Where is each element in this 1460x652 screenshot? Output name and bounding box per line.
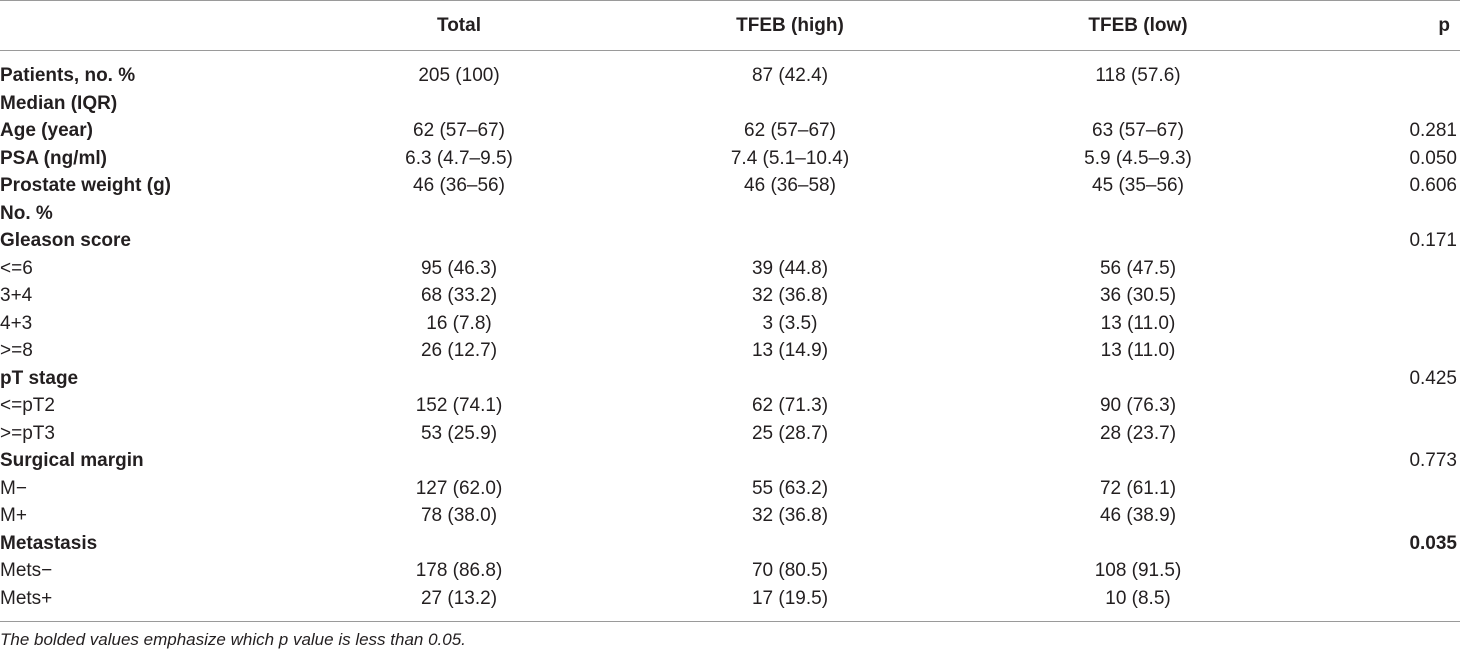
row-label: Prostate weight (g) <box>0 175 172 196</box>
table-row: 3+4 68 (33.2) 32 (36.8) 36 (30.5) <box>0 282 1460 310</box>
row-label: Gleason score <box>0 230 131 251</box>
cell-tfeb-low: 46 (38.9) <box>1099 505 1177 526</box>
row-label: Mets− <box>0 560 53 581</box>
cell-tfeb-high: 62 (57–67) <box>744 120 836 141</box>
cell-tfeb-high: 39 (44.8) <box>751 257 829 279</box>
row-label: Metastasis <box>0 532 98 554</box>
cell-tfeb-high: 32 (36.8) <box>751 285 829 306</box>
header-tfeb-low: TFEB (low) <box>1088 15 1188 36</box>
cell-tfeb-low: 108 (91.5) <box>1094 560 1182 581</box>
cell-tfeb-low: 118 (57.6) <box>1095 65 1181 86</box>
cell-tfeb-high: 25 (28.7) <box>751 422 829 444</box>
table-row: Surgical margin 0.773 <box>0 447 1460 475</box>
table-body: Patients, no. % 205 (100) 87 (42.4) 118 (57… <box>0 62 1460 612</box>
cell-tfeb-low: 63 (57–67) <box>1092 120 1184 141</box>
row-label: 4+3 <box>0 312 33 334</box>
row-label: Surgical margin <box>0 450 144 471</box>
cell-tfeb-high: 87 (42.4) <box>751 65 829 86</box>
table-row: M− 127 (62.0) 55 (63.2) 72 (61.1) <box>0 475 1460 503</box>
row-label: <=pT2 <box>0 395 55 416</box>
cell-tfeb-low: 56 (47.5) <box>1099 257 1177 279</box>
cell-tfeb-high: 46 (36–58) <box>744 175 836 196</box>
cell-tfeb-high: 70 (80.5) <box>751 560 829 581</box>
cell-p-value: 0.050 <box>1409 147 1457 169</box>
table-row: Metastasis 0.035 <box>0 530 1460 558</box>
header-p: p <box>1438 15 1450 36</box>
table-footnote: The bolded values emphasize which p valu… <box>0 630 466 649</box>
cell-tfeb-high: 13 (14.9) <box>751 340 829 361</box>
cell-p-value: 0.606 <box>1409 175 1457 196</box>
cell-tfeb-low: 13 (11.0) <box>1100 312 1176 334</box>
cell-total: 78 (38.0) <box>420 505 498 526</box>
cell-tfeb-high: 62 (71.3) <box>751 395 829 416</box>
cell-tfeb-low: 90 (76.3) <box>1099 395 1177 416</box>
cell-p-value: 0.281 <box>1409 120 1457 141</box>
cell-tfeb-high: 55 (63.2) <box>751 477 829 499</box>
cell-tfeb-high: 3 (3.5) <box>762 312 818 334</box>
table-row: Patients, no. % 205 (100) 87 (42.4) 118 (57… <box>0 62 1460 90</box>
cell-total: 6.3 (4.7–9.5) <box>405 147 513 169</box>
table-row: <=6 95 (46.3) 39 (44.8) 56 (47.5) <box>0 255 1460 283</box>
cell-total: 68 (33.2) <box>420 285 498 306</box>
cell-total: 62 (57–67) <box>413 120 505 141</box>
row-label: PSA (ng/ml) <box>0 147 107 169</box>
cell-total: 26 (12.7) <box>420 340 498 361</box>
cell-tfeb-low: 72 (61.1) <box>1099 477 1177 499</box>
cell-p-value: 0.773 <box>1409 450 1457 471</box>
table-row: M+ 78 (38.0) 32 (36.8) 46 (38.9) <box>0 502 1460 530</box>
cell-total: 46 (36–56) <box>413 175 505 196</box>
row-label: Median (IQR) <box>0 92 118 114</box>
header-total: Total <box>437 15 481 36</box>
cell-total: 178 (86.8) <box>415 560 503 581</box>
cell-total: 53 (25.9) <box>420 422 498 444</box>
table-header-rule <box>0 50 1460 51</box>
row-label: M− <box>0 477 27 499</box>
cell-p-value: 0.171 <box>1409 230 1457 251</box>
table-row: <=pT2 152 (74.1) 62 (71.3) 90 (76.3) <box>0 392 1460 420</box>
cell-total: 127 (62.0) <box>415 477 503 499</box>
cell-total: 16 (7.8) <box>426 312 492 334</box>
row-label: M+ <box>0 505 27 526</box>
table-row: PSA (ng/ml) 6.3 (4.7–9.5) 7.4 (5.1–10.4) 5.… <box>0 145 1460 173</box>
header-tfeb-high: TFEB (high) <box>736 15 844 36</box>
table-row: Median (IQR) <box>0 90 1460 118</box>
cell-tfeb-high: 7.4 (5.1–10.4) <box>730 147 850 169</box>
row-label: >=pT3 <box>0 422 55 444</box>
table-header-row: Total TFEB (high) TFEB (low) p <box>0 0 1460 50</box>
table-row: 4+3 16 (7.8) 3 (3.5) 13 (11.0) <box>0 310 1460 338</box>
row-label: Age (year) <box>0 120 93 141</box>
cell-total: 205 (100) <box>418 65 500 86</box>
cell-total: 27 (13.2) <box>420 587 498 609</box>
cell-p-value: 0.035 <box>1409 532 1457 554</box>
cell-tfeb-high: 17 (19.5) <box>751 587 829 609</box>
table-row: Mets+ 27 (13.2) 17 (19.5) 10 (8.5) <box>0 585 1460 613</box>
row-label: No. % <box>0 202 53 224</box>
row-label: <=6 <box>0 257 33 279</box>
row-label: Mets+ <box>0 587 53 609</box>
cell-tfeb-high: 32 (36.8) <box>751 505 829 526</box>
table-row: Mets− 178 (86.8) 70 (80.5) 108 (91.5) <box>0 557 1460 585</box>
table-bottom-rule <box>0 621 1460 622</box>
cell-tfeb-low: 36 (30.5) <box>1099 285 1177 306</box>
row-label: 3+4 <box>0 285 33 306</box>
row-label: Patients, no. % <box>0 65 136 86</box>
cell-p-value: 0.425 <box>1409 367 1457 389</box>
cell-tfeb-low: 45 (35–56) <box>1092 175 1184 196</box>
cell-tfeb-low: 28 (23.7) <box>1099 422 1177 444</box>
row-label: >=8 <box>0 340 33 361</box>
table-row: Gleason score 0.171 <box>0 227 1460 255</box>
table-row: No. % <box>0 200 1460 228</box>
cell-total: 95 (46.3) <box>420 257 498 279</box>
cell-tfeb-low: 13 (11.0) <box>1100 340 1176 361</box>
cell-total: 152 (74.1) <box>415 395 503 416</box>
table-row: >=pT3 53 (25.9) 25 (28.7) 28 (23.7) <box>0 420 1460 448</box>
table-row: Prostate weight (g) 46 (36–56) 46 (36–58) 4… <box>0 172 1460 200</box>
table-row: pT stage 0.425 <box>0 365 1460 393</box>
cell-tfeb-low: 5.9 (4.5–9.3) <box>1084 147 1192 169</box>
table-row: >=8 26 (12.7) 13 (14.9) 13 (11.0) <box>0 337 1460 365</box>
cell-tfeb-low: 10 (8.5) <box>1105 587 1171 609</box>
row-label: pT stage <box>0 367 79 389</box>
table-top-rule <box>0 0 1460 1</box>
table-row: Age (year) 62 (57–67) 62 (57–67) 63 (57–67)… <box>0 117 1460 145</box>
